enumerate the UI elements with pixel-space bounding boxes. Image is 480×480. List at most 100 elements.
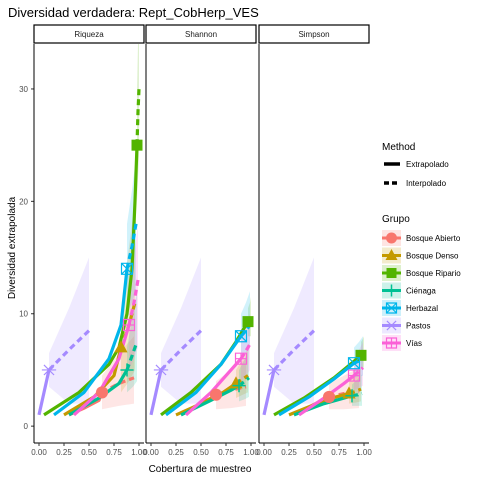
y-axis-label: Diversidad extrapolada	[7, 196, 18, 299]
point-observado-bosque-abierto	[209, 388, 223, 401]
facet-panel-riqueza: Riqueza 0.00 0.25 0.50 0.75 1.00	[31, 24, 147, 457]
x-tick-label: 0.25	[56, 448, 72, 457]
line-extrapolado-cienaga	[125, 341, 139, 371]
y-tick-label: 10	[19, 310, 28, 319]
line-interpolado-pastos	[37, 369, 51, 416]
legend-item-bosque-denso: Bosque Denso	[382, 247, 459, 264]
line-extrapolado-vias	[127, 279, 140, 326]
panel-background	[34, 44, 144, 443]
line-interpolado-vias	[72, 324, 131, 417]
point-observado-cienaga	[345, 389, 359, 403]
line-interpolado-herbazal	[165, 335, 243, 417]
point-observado-herbazal	[234, 330, 248, 343]
point-observado-cienaga	[120, 363, 134, 377]
line-interpolado-pastos	[262, 369, 276, 416]
facet-strip-label: Simpson	[298, 30, 329, 39]
point-observado-bosque-abierto	[322, 390, 336, 403]
legend-key-symbol	[386, 232, 397, 244]
point-observado-bosque-ripario	[242, 316, 254, 328]
legend-label: Bosque Denso	[406, 252, 459, 261]
point-observado-bosque-ripario	[131, 139, 143, 151]
facet-strip-label: Riqueza	[74, 30, 104, 39]
ci-ribbon-bosque-abierto	[216, 358, 246, 410]
legend-item-bosque-abierto: Bosque Abierto	[382, 230, 461, 246]
line-interpolado-herbazal	[53, 268, 129, 417]
line-extrapolado-vias	[352, 366, 365, 377]
legend-key-symbol	[385, 284, 398, 297]
legend-grupo-title: Grupo	[382, 214, 410, 225]
x-tick-label: 0.50	[193, 448, 209, 457]
point-observado-vias	[234, 352, 248, 365]
panel-background	[146, 44, 256, 443]
chart-title: Diversidad verdadera: Rept_CobHerp_VES	[8, 5, 259, 20]
point-observado-bosque-abierto	[95, 386, 109, 399]
y-axis-title: Diversidad extrapolada	[7, 196, 18, 299]
legend-item-vias: Vías	[382, 335, 422, 351]
legend-grupo: Grupo Bosque Abierto Bosque Denso Bosque R…	[382, 214, 461, 351]
line-interpolado-pastos	[149, 369, 163, 416]
legend-label: Ciénaga	[406, 287, 436, 296]
line-interpolado-herbazal	[278, 361, 355, 417]
point-observado-herbazal	[347, 357, 361, 370]
point-observado-cienaga	[232, 379, 246, 393]
panel-data	[37, 44, 143, 417]
point-observado-pastos	[266, 364, 282, 376]
point-observado-vias	[122, 318, 136, 332]
x-tick-label: 0.75	[218, 448, 234, 457]
x-tick-label: 0.75	[331, 448, 347, 457]
ci-ribbon-vias	[129, 223, 138, 370]
legend-label: Bosque Abierto	[406, 234, 461, 243]
x-tick-label: 1.00	[356, 448, 372, 457]
point-observado-bosque-ripario	[355, 349, 367, 361]
x-tick-label: 0.75	[106, 448, 122, 457]
legend-method: Method Extrapolado Interpolado	[382, 142, 449, 188]
line-extrapolado-bosque-ripario	[135, 88, 141, 146]
point-observado-pastos	[41, 364, 57, 376]
legend-label: Pastos	[406, 322, 430, 331]
legend-key-symbol	[385, 302, 398, 314]
x-tick-label: 0.25	[281, 448, 297, 457]
line-extrapolado-herbazal	[125, 223, 138, 270]
x-tick-label: 1.00	[243, 448, 259, 457]
y-tick-label: 30	[19, 85, 28, 94]
x-tick-label: 0.50	[81, 448, 97, 457]
facet-strip	[145, 24, 257, 44]
legend-key-symbol	[385, 337, 398, 349]
legend-item-cienaga: Ciénaga	[382, 282, 436, 299]
point-observado-pastos	[153, 364, 169, 376]
y-tick-label: 0	[24, 422, 29, 431]
x-tick-label: 0.00	[143, 448, 159, 457]
point-observado-vias	[347, 369, 361, 382]
legend-key-symbol	[385, 249, 398, 260]
legend-label: Vías	[406, 339, 422, 348]
facet-panel-shannon: Shannon 0.00 0.25 0.50 0.75 1.00	[143, 24, 259, 457]
y-tick-label: 20	[19, 197, 28, 206]
x-axis-label: Cobertura de muestreo	[149, 464, 252, 475]
ci-ribbon-pastos	[274, 257, 314, 404]
legend-key-symbol	[386, 268, 397, 278]
point-observado-bosque-denso	[114, 340, 128, 353]
legend-item-bosque-ripario: Bosque Ripario	[382, 265, 461, 281]
facet-strip	[33, 24, 145, 44]
legend-method-title: Method	[382, 142, 415, 153]
facet-strip-label: Shannon	[185, 30, 217, 39]
legend-label-interpolado: Interpolado	[406, 179, 447, 188]
point-observado-herbazal	[120, 262, 134, 275]
x-tick-label: 1.00	[131, 448, 147, 457]
legend-label-extrapolado: Extrapolado	[406, 160, 449, 169]
panel-data	[149, 257, 254, 417]
panel-data	[262, 257, 367, 417]
legend-item-pastos: Pastos	[382, 317, 430, 334]
x-tick-label: 0.25	[168, 448, 184, 457]
facet-panel-simpson: Simpson 0.00 0.25 0.50 0.75 1.00	[256, 24, 372, 457]
legend-label: Bosque Ripario	[406, 269, 461, 278]
x-tick-label: 0.00	[256, 448, 272, 457]
ci-ribbon-pastos	[49, 257, 89, 404]
legend-label: Herbazal	[406, 304, 438, 313]
ci-ribbon-pastos	[161, 257, 201, 404]
legend-item-herbazal: Herbazal	[382, 300, 438, 316]
line-extrapolado-cienaga	[238, 376, 251, 387]
